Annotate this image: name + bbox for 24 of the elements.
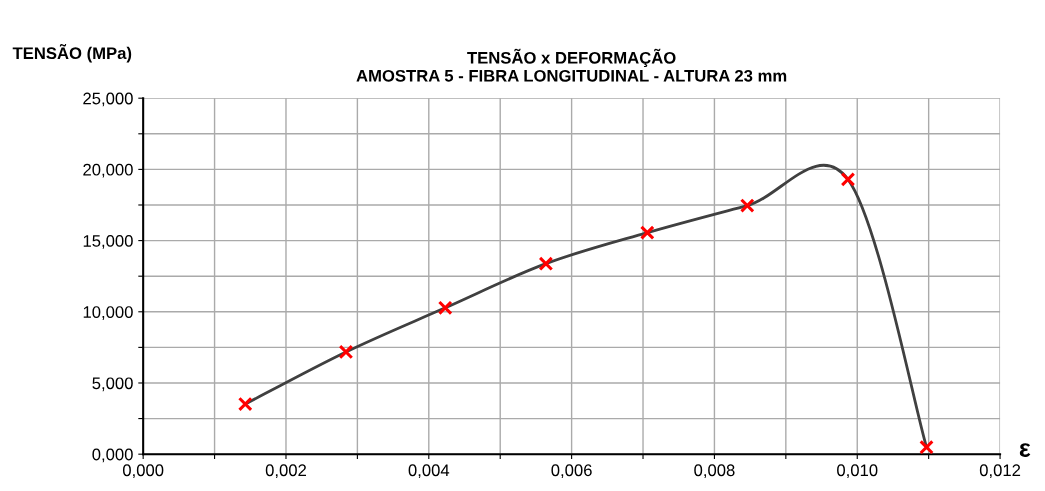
y-tick-label: 20,000 <box>83 163 133 178</box>
y-tick-label: 0,000 <box>92 448 133 463</box>
x-axis-title: ε <box>1019 443 1031 457</box>
y-tick-label: 25,000 <box>83 92 133 107</box>
x-tick-label: 0,012 <box>979 464 1021 479</box>
x-tick-label: 0,000 <box>122 464 164 479</box>
y-tick-label: 15,000 <box>83 234 133 249</box>
x-tick-label: 0,008 <box>694 464 735 479</box>
point <box>739 198 755 213</box>
y-axis-title: TENSÃO (MPa) <box>12 44 132 63</box>
point <box>237 396 253 412</box>
y-tick-label: 10,000 <box>83 306 133 320</box>
point <box>840 172 856 187</box>
chart-title: TENSÃO x DEFORMAÇÃO AMOSTRA 5 - FIBRA LONGITUDINAL - ALTURA 23 mm <box>356 48 787 82</box>
point <box>538 256 554 271</box>
y-tick-label: 5,000 <box>92 377 133 392</box>
x-tick-label: 0,004 <box>408 464 450 479</box>
point <box>919 439 934 455</box>
point <box>437 300 453 316</box>
x-tick-label: 0,010 <box>837 464 878 479</box>
point <box>338 344 354 360</box>
point <box>639 225 655 240</box>
x-tick-label: 0,002 <box>265 464 306 479</box>
x-tick-label: 0,006 <box>551 464 592 479</box>
